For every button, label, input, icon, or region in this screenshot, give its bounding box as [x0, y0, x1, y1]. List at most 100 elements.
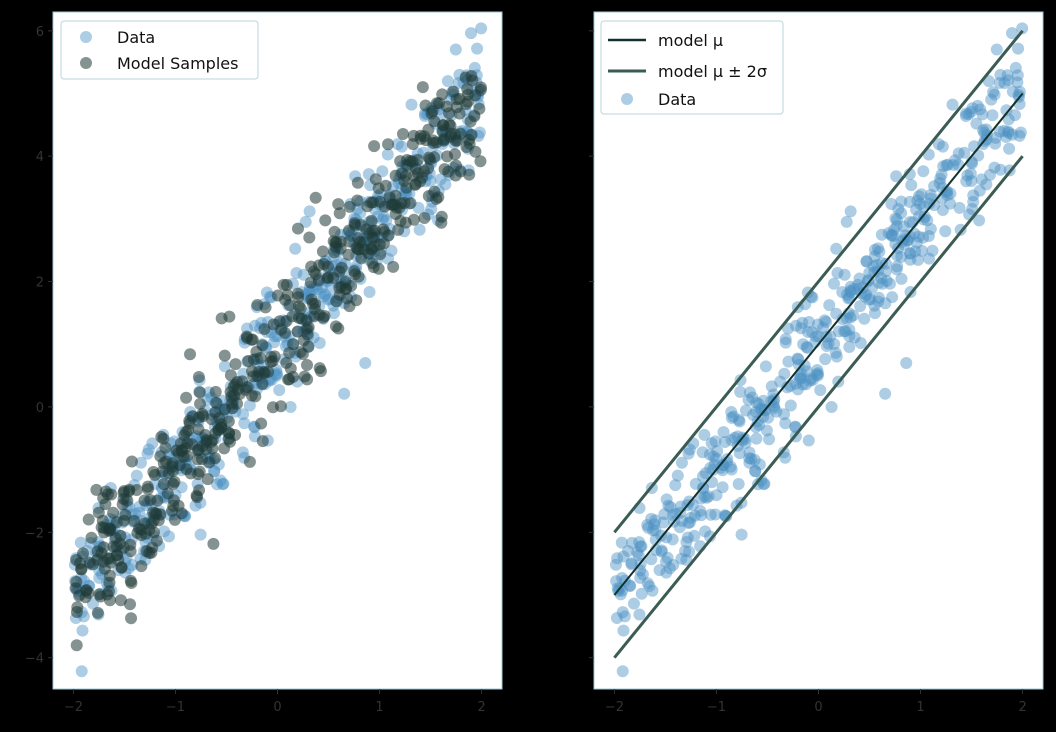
right-plot: −2 −1 0 1 2 model μ model μ ± 2σ Data — [589, 11, 1044, 715]
data-point — [683, 443, 696, 456]
model-sample-point — [251, 298, 264, 311]
data-point — [268, 336, 281, 349]
data-point — [794, 370, 807, 383]
data-point — [146, 437, 159, 450]
model-sample-point — [125, 576, 138, 589]
data-point — [994, 68, 1007, 81]
model-sample-point — [71, 601, 84, 614]
model-sample-point — [236, 375, 249, 388]
data-point — [917, 200, 930, 213]
model-sample-point — [274, 323, 287, 336]
data-point — [626, 536, 639, 549]
data-point — [1013, 129, 1026, 142]
data-point — [645, 553, 658, 566]
data-point — [935, 168, 948, 181]
right-model-lines — [613, 29, 1024, 659]
data-point — [733, 415, 746, 428]
data-point — [802, 315, 815, 328]
data-point — [964, 105, 977, 118]
model-sample-point — [93, 588, 106, 601]
model-sample-point — [215, 312, 228, 325]
data-point — [716, 481, 729, 494]
data-point — [839, 325, 852, 338]
data-point — [680, 536, 693, 549]
data-point — [633, 608, 646, 621]
data-point — [770, 405, 783, 418]
data-point — [706, 463, 719, 476]
data-point — [1006, 27, 1019, 40]
model-sample-point — [155, 430, 168, 443]
data-point — [618, 610, 631, 623]
data-point — [989, 131, 1002, 144]
data-point — [236, 446, 249, 459]
data-point — [924, 188, 937, 201]
data-point — [876, 257, 889, 270]
data-point — [705, 437, 718, 450]
model-sample-point — [318, 310, 331, 323]
left-y-ticks: −4 −2 0 2 4 6 — [25, 25, 53, 667]
model-sample-point — [103, 585, 116, 598]
data-point — [879, 297, 892, 310]
data-point — [980, 178, 993, 191]
data-point — [631, 546, 644, 559]
data-point — [923, 197, 936, 210]
x-tick-label: −1 — [166, 700, 185, 715]
data-point — [675, 456, 688, 469]
data-point — [642, 521, 655, 534]
data-point — [303, 205, 316, 218]
data-point — [986, 109, 999, 122]
data-point — [779, 417, 792, 430]
data-point — [917, 213, 930, 226]
data-point — [890, 220, 903, 233]
data-point — [698, 490, 711, 503]
data-point — [818, 314, 831, 327]
data-point — [922, 230, 935, 243]
data-point — [830, 307, 843, 320]
data-point — [616, 584, 629, 597]
model-sample-point — [414, 129, 427, 142]
data-point — [74, 536, 87, 549]
data-point — [904, 253, 917, 266]
data-point — [795, 367, 808, 380]
data-point — [895, 195, 908, 208]
data-point — [784, 379, 797, 392]
data-point — [760, 424, 773, 437]
model-sample-point — [465, 128, 478, 141]
data-point — [290, 267, 303, 280]
data-point — [879, 265, 892, 278]
legend-label-data-right: Data — [658, 90, 696, 109]
model-sample-point — [368, 231, 381, 244]
model-sample-point — [328, 225, 341, 238]
model-sample-point — [186, 438, 199, 451]
data-point — [823, 299, 836, 312]
data-point — [895, 207, 908, 220]
data-point — [962, 108, 975, 121]
data-point — [648, 518, 661, 531]
data-point — [885, 197, 898, 210]
data-point — [840, 312, 853, 325]
data-point — [194, 528, 207, 541]
data-point — [784, 399, 797, 412]
data-point — [970, 117, 983, 130]
model-sample-point — [460, 140, 473, 153]
left-legend: Data Model Samples — [60, 20, 259, 80]
data-point — [913, 210, 926, 223]
model-sample-point — [118, 514, 131, 527]
model-sample-point — [345, 279, 358, 292]
model-mean-line — [613, 92, 1024, 596]
model-sample-point — [291, 287, 304, 300]
data-point — [897, 220, 910, 233]
model-sample-point — [91, 606, 104, 619]
data-point — [657, 516, 670, 529]
data-point — [967, 189, 980, 202]
data-point — [214, 474, 227, 487]
data-point — [158, 525, 171, 538]
data-point — [883, 277, 896, 290]
data-point — [634, 571, 647, 584]
data-point — [767, 388, 780, 401]
data-point — [647, 524, 660, 537]
data-point — [695, 509, 708, 522]
data-point — [717, 426, 730, 439]
y-tick-label: 6 — [36, 25, 44, 40]
data-point — [659, 555, 672, 568]
